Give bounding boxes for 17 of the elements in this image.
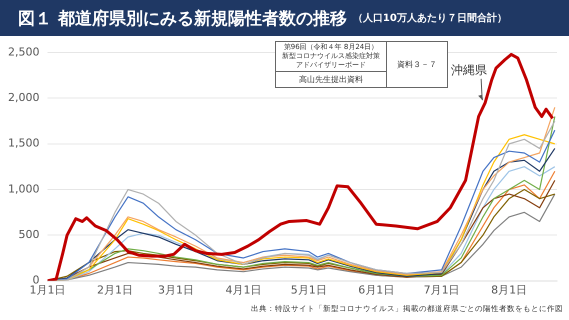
x-tick-label: 5月1日	[290, 283, 327, 296]
annotation: 資料３－７	[397, 60, 437, 69]
y-tick-label: 1,500	[8, 136, 40, 150]
x-tick-label: 8月1日	[491, 283, 528, 296]
x-tick-label: 7月1日	[424, 283, 460, 296]
x-tick-label: 2月1日	[96, 283, 133, 296]
x-tick-label: 6月1日	[358, 283, 394, 296]
annotation: 沖縄県	[451, 62, 488, 77]
x-tick-label: 3月1日	[158, 283, 194, 296]
chart-title: 図１ 都道府県別にみる新規陽性者数の推移	[18, 8, 347, 30]
y-tick-label: 2,500	[8, 45, 40, 58]
annotation: 高山先生提出資料	[299, 75, 363, 84]
chart-subtitle: （人口10万人あたり７日間合計）	[352, 12, 507, 25]
y-tick-label: 1,000	[8, 182, 40, 196]
y-tick-label: 500	[18, 228, 40, 242]
x-tick-label: 4月1日	[225, 283, 262, 296]
y-tick-label: 2,000	[8, 91, 40, 104]
